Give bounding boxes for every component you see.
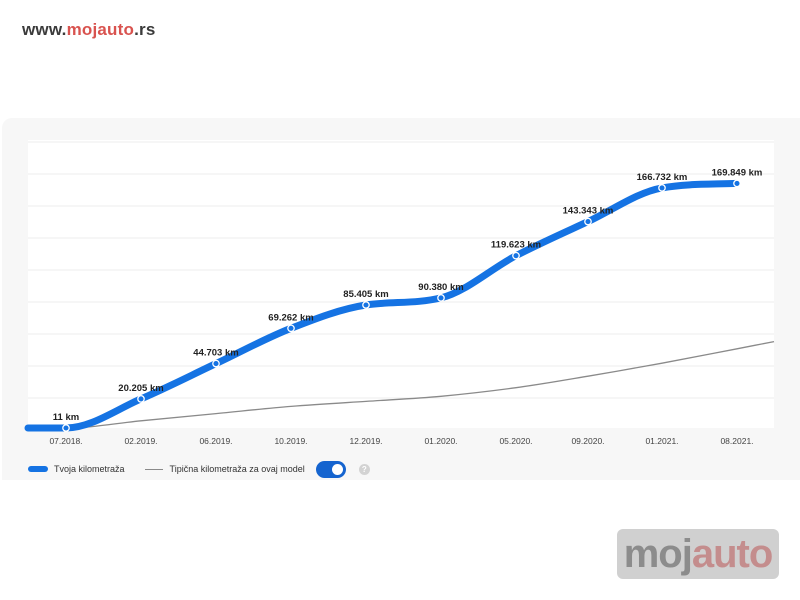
- mileage-chart: 11 km 20.205 km 44.703 km 69.262 km 85.405 k…: [24, 140, 775, 446]
- x-tick-label: 08.2021.: [720, 436, 753, 446]
- data-label: 143.343 km: [563, 206, 614, 217]
- x-tick-label: 12.2019.: [349, 436, 382, 446]
- data-point: [584, 217, 592, 226]
- header-www: www.: [22, 20, 67, 39]
- data-point: [437, 294, 445, 302]
- x-tick-label: 09.2020.: [571, 436, 604, 446]
- header-tld: .rs: [134, 20, 156, 39]
- header-brand: mojauto: [66, 20, 135, 39]
- legend-own-swatch: [28, 466, 48, 472]
- data-point: [512, 251, 520, 260]
- x-tick-label: 07.2018.: [49, 436, 82, 446]
- chart-legend: Tvoja kilometraža Tipična kilometraža za…: [28, 459, 370, 479]
- data-label: 85.405 km: [343, 289, 388, 300]
- mileage-chart-card: 11 km 20.205 km 44.703 km 69.262 km 85.405 k…: [2, 118, 800, 480]
- own-markers: [62, 179, 741, 432]
- data-label: 69.262 km: [268, 312, 313, 323]
- toggle-knob: [331, 463, 343, 475]
- data-label: 169.849 km: [712, 167, 763, 178]
- x-tick-label: 06.2019.: [199, 436, 232, 446]
- data-label: 166.732 km: [637, 172, 688, 183]
- data-point: [212, 359, 220, 368]
- data-point: [658, 184, 666, 192]
- x-tick-label: 05.2020.: [499, 436, 532, 446]
- data-label: 90.380 km: [418, 282, 463, 293]
- data-label: 44.703 km: [193, 348, 238, 359]
- legend-typical-swatch: [144, 468, 163, 470]
- data-point: [733, 179, 741, 188]
- own-data-labels: 11 km 20.205 km 44.703 km 69.262 km 85.405 k…: [53, 167, 763, 423]
- x-tick-label: 02.2019.: [124, 436, 157, 446]
- data-label: 119.623 km: [491, 240, 541, 251]
- data-point: [287, 324, 295, 333]
- data-label: 20.205 km: [118, 383, 163, 394]
- legend-own-label: Tvoja kilometraža: [54, 464, 125, 474]
- typical-series: [28, 340, 775, 429]
- help-icon[interactable]: ?: [358, 463, 370, 475]
- mojauto-watermark-logo: moj auto: [617, 529, 779, 579]
- x-tick-label: 10.2019.: [274, 436, 307, 446]
- typical-toggle[interactable]: [315, 460, 346, 478]
- watermark-moj: moj: [623, 532, 693, 576]
- x-tick-label: 01.2021.: [645, 436, 678, 446]
- data-point: [137, 395, 145, 403]
- x-tick-labels: 07.2018. 02.2019. 06.2019. 10.2019. 12.2019.…: [49, 436, 753, 446]
- site-header[interactable]: www.mojauto.rs: [22, 20, 155, 40]
- legend-typical-label: Tipična kilometraža za ovaj model: [169, 464, 305, 474]
- typical-series-line: [28, 340, 775, 429]
- data-label: 11 km: [53, 412, 79, 423]
- x-tick-label: 01.2020.: [424, 436, 457, 446]
- data-point: [62, 424, 70, 432]
- data-point: [362, 301, 370, 309]
- watermark-auto: auto: [691, 532, 773, 576]
